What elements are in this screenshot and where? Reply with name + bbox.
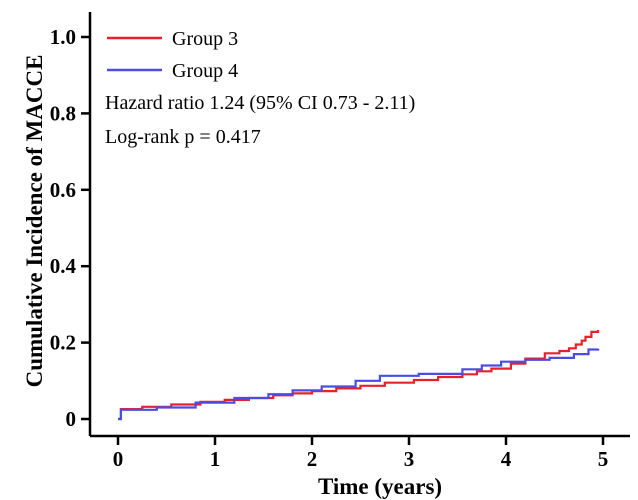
legend: Group 3 Group 4 — [107, 28, 238, 82]
x-tick-label: 0 — [113, 447, 124, 471]
x-tick-label: 1 — [210, 447, 221, 471]
annotations: Hazard ratio 1.24 (95% CI 0.73 - 2.11) Lo… — [105, 92, 415, 148]
y-tick-label: 0.6 — [50, 178, 76, 202]
series-line-group-3 — [118, 330, 600, 421]
series-layer — [118, 330, 600, 421]
annotation-text: Log-rank p = 0.417 — [105, 126, 261, 148]
x-axis-title: Time (years) — [318, 474, 442, 499]
x-tick-label: 5 — [598, 447, 609, 471]
legend-label: Group 4 — [172, 60, 238, 82]
y-axis-title: Cumulative Incidence of MACCE — [22, 55, 47, 388]
series-line-group-4 — [118, 348, 600, 421]
annotation-text: Hazard ratio 1.24 (95% CI 0.73 - 2.11) — [105, 92, 415, 114]
legend-label: Group 3 — [172, 28, 238, 50]
x-tick-label: 3 — [404, 447, 415, 471]
y-tick-label: 0.4 — [50, 254, 77, 278]
ticks-layer: 0 0.2 0.4 0.6 0.8 1.0 0 1 2 3 4 5 — [50, 25, 609, 471]
axes-layer — [88, 12, 630, 438]
x-tick-label: 2 — [307, 447, 318, 471]
y-tick-label: 0 — [66, 407, 77, 431]
y-tick-label: 0.8 — [50, 101, 76, 125]
y-tick-label: 1.0 — [50, 25, 76, 49]
x-tick-label: 4 — [501, 447, 512, 471]
y-tick-label: 0.2 — [50, 331, 76, 355]
